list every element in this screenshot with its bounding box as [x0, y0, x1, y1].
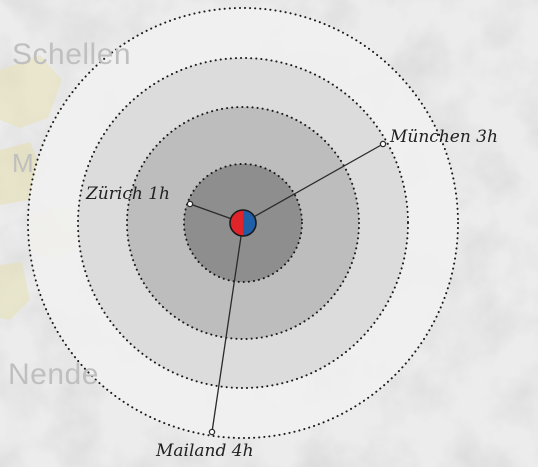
endpoint-mailand [208, 428, 216, 436]
destination-label-mailand: Mailand 4h [156, 441, 254, 461]
place-label-m: M [12, 148, 35, 178]
leader-endpoints [186, 140, 387, 436]
leader-line-muenchen [242, 143, 384, 224]
endpoint-zurich [186, 200, 194, 208]
endpoint-muenchen [379, 140, 387, 148]
destination-label-muenchen: München 3h [390, 127, 498, 147]
place-label-schellenberg: Schellen [12, 38, 132, 71]
marker-right-half [243, 210, 256, 236]
marker-left-half [230, 210, 243, 236]
destination-label-zurich: Zürich 1h [86, 184, 170, 204]
place-label-nendeln: Nende [8, 358, 99, 391]
leader-line-mailand [211, 222, 244, 433]
center-location-marker [229, 209, 257, 237]
